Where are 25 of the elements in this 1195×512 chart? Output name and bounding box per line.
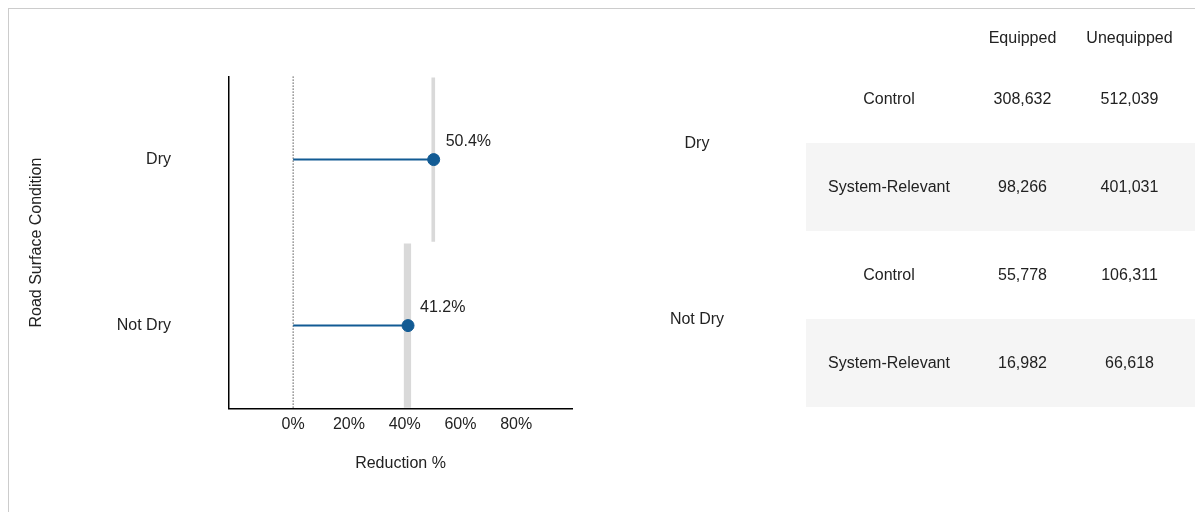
text: 16,982 — [998, 354, 1047, 371]
text: Not Dry — [668, 309, 726, 329]
category-label: System-Relevant — [828, 178, 950, 195]
text: Dry — [683, 133, 711, 153]
x-tick-label: 20% — [332, 414, 365, 432]
x-axis-title: Reduction % — [355, 453, 446, 471]
x-tick-label: 80% — [500, 414, 533, 432]
data-label: 41.2% — [420, 297, 466, 315]
category-label: System-Relevant — [828, 354, 950, 371]
text: 308,632 — [993, 90, 1052, 107]
category-label: Equipped — [987, 28, 1058, 48]
category-label: Control — [863, 90, 915, 107]
x-tick-label: 40% — [388, 414, 421, 432]
category-label: Control — [863, 266, 915, 283]
x-tick-label: 60% — [444, 414, 477, 432]
category-label: Unequipped — [1085, 28, 1174, 48]
text: 66,618 — [1105, 354, 1154, 371]
x-tick-label: 0% — [281, 414, 305, 432]
text: 401,031 — [1100, 178, 1159, 195]
y-axis-title: Road Surface Condition — [27, 157, 45, 328]
text: 512,039 — [1100, 90, 1159, 107]
data-label: 50.4% — [445, 131, 492, 149]
text: 106,311 — [1101, 266, 1158, 283]
text: 98,266 — [998, 178, 1047, 195]
text: 55,778 — [998, 266, 1047, 283]
